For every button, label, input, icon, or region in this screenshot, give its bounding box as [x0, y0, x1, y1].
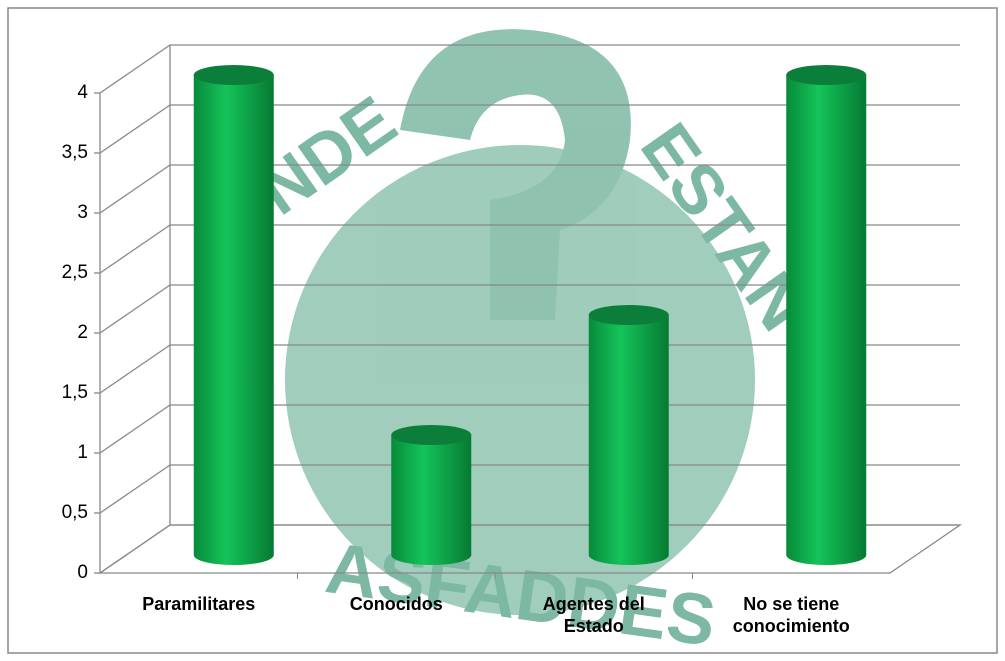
y-tick-label: 3 [77, 202, 88, 223]
y-tick-label: 0,5 [62, 502, 88, 523]
grid-line [99, 224, 960, 274]
bar-top [391, 425, 472, 445]
grid-line [99, 164, 960, 214]
grid-line [99, 104, 960, 154]
x-tick-label: No se tiene conocimiento [732, 594, 850, 636]
y-tick-label: 0 [77, 562, 88, 583]
bar-top [193, 65, 274, 85]
grid-line [99, 344, 960, 394]
x-tick-label: Paramilitares [142, 594, 256, 614]
grid-line [99, 524, 960, 574]
bar [588, 315, 669, 565]
y-tick-label: 1,5 [62, 382, 88, 403]
y-tick-label: 1 [77, 442, 88, 463]
bar-top [786, 65, 867, 85]
y-tick-label: 2,5 [62, 262, 88, 283]
grid-line [99, 284, 960, 334]
x-tick-label: Agentes del Estado [542, 594, 645, 636]
x-tick-label: Conocidos [349, 594, 443, 614]
y-tick-label: 2 [77, 322, 88, 343]
bar [786, 75, 867, 565]
grid-line [99, 464, 960, 514]
y-tick-label: 4 [77, 82, 88, 103]
y-tick-label: 3,5 [62, 142, 88, 163]
bar [391, 435, 472, 565]
bar [193, 75, 274, 565]
bar-top [588, 305, 669, 325]
grid-line [99, 404, 960, 454]
grid-line [99, 44, 960, 94]
